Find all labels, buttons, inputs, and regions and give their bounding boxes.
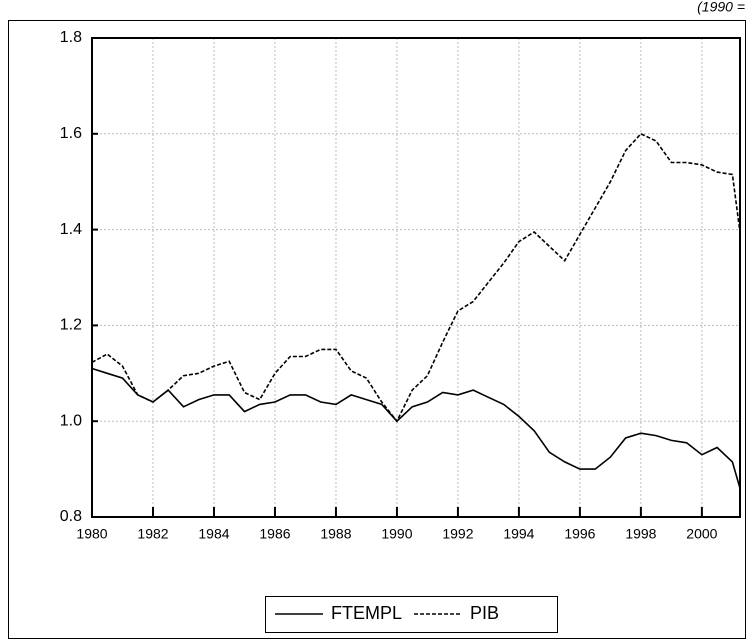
series-line <box>91 132 741 423</box>
y-tick-label: 1.6 <box>60 125 82 142</box>
y-tick-label: 1.2 <box>60 317 82 334</box>
x-tick-label: 1984 <box>198 526 229 542</box>
outer-frame <box>8 20 746 639</box>
x-tick-label: 1992 <box>442 526 473 542</box>
x-tick-label: 1990 <box>381 526 412 542</box>
plot-frame <box>91 37 741 518</box>
x-tick-label: 1982 <box>137 526 168 542</box>
x-tick-label: 1980 <box>76 526 107 542</box>
y-tick-label: 1.8 <box>60 29 82 46</box>
x-tick-label: 1988 <box>320 526 351 542</box>
x-tick-label: 2000 <box>686 526 717 542</box>
x-tick-label: 1998 <box>625 526 656 542</box>
series-line <box>91 367 741 489</box>
legend-label: FTEMPL <box>331 603 402 623</box>
legend-label: PIB <box>470 603 499 623</box>
subtitle: (1990 = <box>697 0 745 15</box>
x-tick-label: 1994 <box>503 526 534 542</box>
x-tick-label: 1986 <box>259 526 290 542</box>
y-tick-label: 1.4 <box>60 221 82 238</box>
x-tick-label: 1996 <box>564 526 595 542</box>
y-tick-label: 1.0 <box>60 412 82 429</box>
y-tick-label: 0.8 <box>60 508 82 525</box>
